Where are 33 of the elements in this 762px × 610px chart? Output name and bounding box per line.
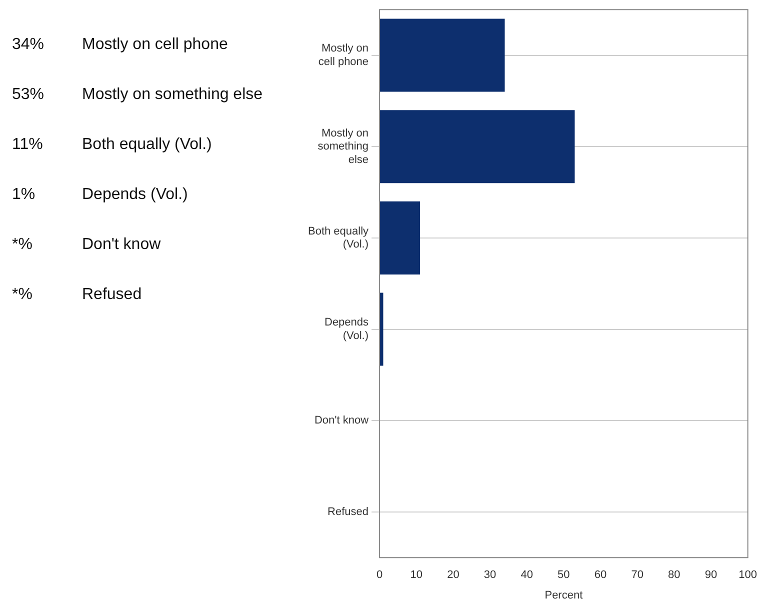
y-tick-label: Both equally (Vol.) [308, 225, 370, 251]
y-tick-label: Mostly on something else [318, 127, 369, 166]
x-tick-label: 90 [704, 569, 718, 582]
text: *% [12, 286, 34, 305]
bar [380, 201, 420, 274]
x-tick-label: 40 [520, 569, 533, 582]
text: Mostly on something else [82, 86, 263, 105]
x-tick-label: 20 [447, 569, 460, 582]
text: 11% [12, 136, 44, 155]
text: Both equally (Vol.) [82, 136, 212, 155]
x-tick-label: 0 [376, 569, 383, 582]
text: Refused [82, 286, 142, 305]
x-axis-title: Percent [544, 589, 583, 602]
x-tick-label: 10 [410, 569, 422, 582]
text: *% [12, 236, 34, 255]
x-tick-label: 100 [738, 569, 758, 582]
x-tick-label: 80 [668, 569, 680, 582]
bar [380, 110, 575, 184]
text: Mostly on cell phone [82, 36, 228, 55]
text: Depends (Vol.) [82, 186, 188, 205]
x-tick-label: 60 [594, 569, 607, 582]
y-tick-label: Mostly on cell phone [318, 42, 369, 68]
text: 53% [12, 86, 46, 105]
text: Don't know [82, 236, 161, 255]
y-tick-label: Depends (Vol.) [324, 316, 370, 342]
x-tick-label: 30 [484, 569, 496, 582]
y-tick-label: Don't know [314, 414, 369, 427]
y-tick-label: Refused [328, 506, 369, 518]
bar [380, 18, 505, 92]
text: 34% [12, 36, 46, 55]
text: 1% [12, 186, 36, 205]
x-tick-label: 70 [631, 569, 644, 582]
x-tick-label: 50 [558, 569, 570, 582]
